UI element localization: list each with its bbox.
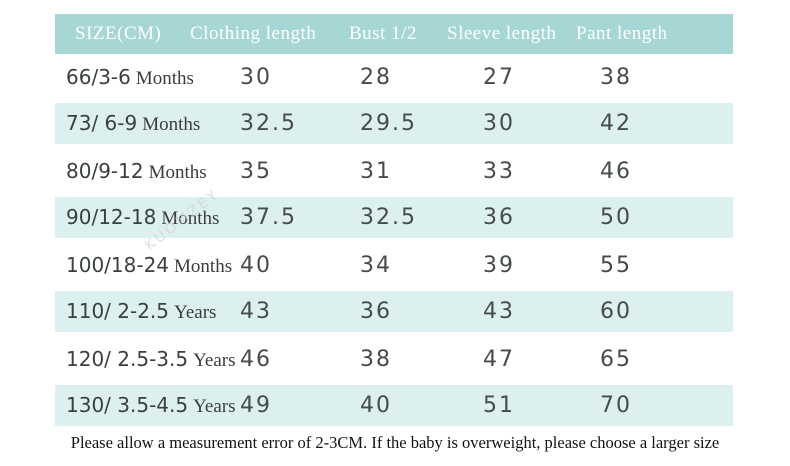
sleeve-length-value: 27 (483, 65, 515, 90)
clothing-length-value: 37.5 (240, 205, 297, 230)
size-cell: 73/ 6-9 Months (55, 111, 240, 136)
sleeve-length-value: 30 (483, 111, 515, 136)
header-clothing-length: Clothing length (190, 23, 317, 44)
size-value: 100/18-24 (66, 253, 170, 277)
sleeve-length-value: 47 (483, 347, 515, 372)
clothing-length-value: 40 (240, 253, 272, 278)
size-table: SIZE(CM) Clothing length Bust 1/2 Sleeve… (55, 14, 733, 430)
clothing-length-value: 46 (240, 347, 272, 372)
header-pant-length: Pant length (576, 23, 668, 44)
bust-value: 29.5 (360, 111, 417, 136)
sleeve-length-value: 43 (483, 299, 515, 324)
size-cell: 100/18-24 Months (55, 253, 240, 278)
bust-value: 32.5 (360, 205, 417, 230)
table-row-110: 110/ 2-2.5 Years 43 36 43 60 (55, 289, 733, 336)
bust-value: 31 (360, 159, 392, 184)
size-cell: 130/ 3.5-4.5 Years (55, 393, 240, 418)
table-row-73: 73/ 6-9 Months 32.5 29.5 30 42 (55, 101, 733, 148)
pant-length-value: 70 (600, 393, 632, 418)
age-unit: Months (142, 114, 201, 135)
size-value: 73/ 6-9 (66, 111, 138, 135)
header-size: SIZE(CM) (75, 23, 162, 44)
pant-length-value: 42 (600, 111, 632, 136)
table-row-90: 90/12-18 Months 37.5 32.5 36 50 (55, 195, 733, 242)
bust-value: 36 (360, 299, 392, 324)
clothing-length-value: 32.5 (240, 111, 297, 136)
age-unit: Months (148, 162, 207, 183)
age-unit: Years (174, 302, 217, 323)
size-value: 80/9-12 (66, 159, 144, 183)
age-unit: Months (174, 256, 233, 277)
age-unit: Years (193, 350, 236, 371)
table-row-130: 130/ 3.5-4.5 Years 49 40 51 70 (55, 383, 733, 430)
pant-length-value: 38 (600, 65, 632, 90)
table-header-row: SIZE(CM) Clothing length Bust 1/2 Sleeve… (55, 14, 733, 54)
sleeve-length-value: 36 (483, 205, 515, 230)
age-unit: Years (193, 396, 236, 417)
size-value: 90/12-18 (66, 205, 157, 229)
table-row-80: 80/9-12 Months 35 31 33 46 (55, 148, 733, 195)
bust-value: 34 (360, 253, 392, 278)
clothing-length-value: 30 (240, 65, 272, 90)
bust-value: 38 (360, 347, 392, 372)
sleeve-length-value: 33 (483, 159, 515, 184)
header-sleeve-length: Sleeve length (447, 23, 557, 44)
age-unit: Months (161, 208, 220, 229)
bust-value: 28 (360, 65, 392, 90)
clothing-length-value: 49 (240, 393, 272, 418)
size-cell: 90/12-18 Months (55, 205, 240, 230)
size-cell: 120/ 2.5-3.5 Years (55, 347, 240, 372)
pant-length-value: 46 (600, 159, 632, 184)
table-row-66: 66/3-6 Months 30 28 27 38 (55, 54, 733, 101)
clothing-length-value: 43 (240, 299, 272, 324)
age-unit: Months (135, 68, 194, 89)
size-cell: 110/ 2-2.5 Years (55, 299, 240, 324)
pant-length-value: 65 (600, 347, 632, 372)
pant-length-value: 60 (600, 299, 632, 324)
size-value: 66/3-6 (66, 65, 131, 89)
measurement-note: Please allow a measurement error of 2-3C… (70, 433, 720, 452)
clothing-length-value: 35 (240, 159, 272, 184)
size-cell: 66/3-6 Months (55, 65, 240, 90)
pant-length-value: 55 (600, 253, 632, 278)
header-bust: Bust 1/2 (349, 23, 417, 44)
table-row-100: 100/18-24 Months 40 34 39 55 (55, 242, 733, 289)
size-value: 120/ 2.5-3.5 (66, 347, 189, 371)
sleeve-length-value: 39 (483, 253, 515, 278)
pant-length-value: 50 (600, 205, 632, 230)
size-cell: 80/9-12 Months (55, 159, 240, 184)
bust-value: 40 (360, 393, 392, 418)
table-row-120: 120/ 2.5-3.5 Years 46 38 47 65 (55, 336, 733, 383)
size-value: 130/ 3.5-4.5 (66, 393, 189, 417)
sleeve-length-value: 51 (483, 393, 515, 418)
size-value: 110/ 2-2.5 (66, 299, 170, 323)
